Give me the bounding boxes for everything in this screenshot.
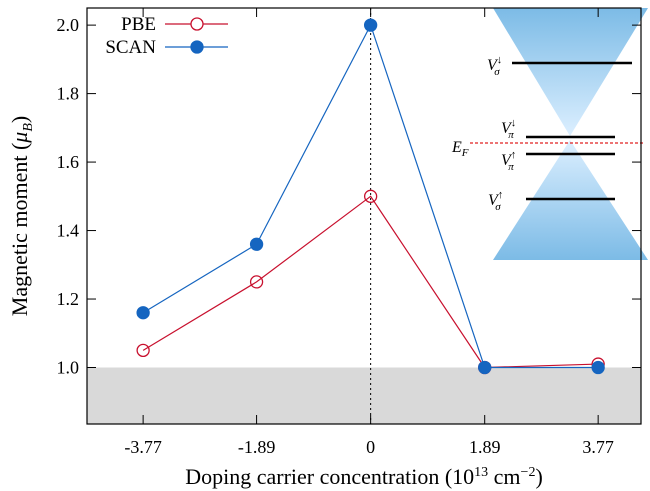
legend-label: PBE [121,14,156,35]
inset-label-base: V [501,120,513,137]
inset-label-base: V [501,152,513,169]
inset-label-sup: ↓ [511,117,517,129]
inset-label-sub: σ [495,201,501,213]
inset-label: V↑ π [501,149,516,173]
inset-label-base: V [487,57,499,74]
y-tick-label: 1.2 [57,289,80,309]
inset-label-base: V [488,192,500,209]
y-axis-label-part: Magnetic moment ( [7,143,32,317]
inset-label-sub: F [461,147,469,159]
y-tick-label: 1.8 [57,84,80,104]
x-axis-label-part: ) [535,464,542,489]
x-tick-label: 3.77 [582,437,614,457]
data-point [249,237,264,251]
legend-marker [190,17,204,31]
data-point [363,189,378,203]
inset-label-sup: ↓ [497,54,503,66]
legend-marker [190,40,204,54]
data-point [363,18,378,32]
inset-label-sup: ↑ [498,189,504,201]
data-point [249,275,264,289]
x-axis-label-part: 13 [474,465,488,480]
x-axis-label-part: Doping carrier concentration (10 [185,464,474,489]
inset-label: V↓ σ [487,54,502,78]
inset-label: EF [451,139,469,159]
inset-label-sub: π [508,161,514,173]
series-line [142,195,599,369]
y-axis-label-part: μ [7,132,32,144]
conduction-cone [493,8,648,136]
x-axis-label-part: −2 [521,465,536,480]
inset-label: V↓ π [501,117,516,141]
x-axis-label-part: cm [488,464,520,489]
x-tick-label: 1.89 [469,437,501,457]
inset-label: V↑ σ [488,189,503,213]
x-axis-label: Doping carrier concentration (1013 cm−2) [185,464,543,489]
x-tick-label: -3.77 [124,437,162,457]
data-point [478,360,492,375]
plot-frame [86,7,642,425]
inset-label-base: E [451,139,462,156]
inset-label-sub: π [508,129,514,141]
legend-label: SCAN [105,37,156,58]
data-point [591,360,605,375]
inset-label-sup: ↑ [511,149,517,161]
y-tick-label: 2.0 [57,15,80,35]
data-point [136,343,150,358]
y-axis-label: Magnetic moment (μB) [7,116,36,316]
shaded-region [87,367,641,424]
data-point [136,306,150,320]
y-tick-label: 1.4 [57,221,80,241]
y-axis-label-part: ) [7,116,32,123]
x-tick-label: 0 [366,437,375,457]
inset-diagram: V↓ σV↓ πEF V↑ πV↑ σ [451,8,648,260]
y-axis-label-part: B [21,123,36,132]
y-tick-label: 1.6 [57,152,80,172]
inset-label-sub: σ [494,66,500,78]
x-tick-label: -1.89 [238,437,276,457]
y-tick-label: 1.0 [57,358,80,378]
